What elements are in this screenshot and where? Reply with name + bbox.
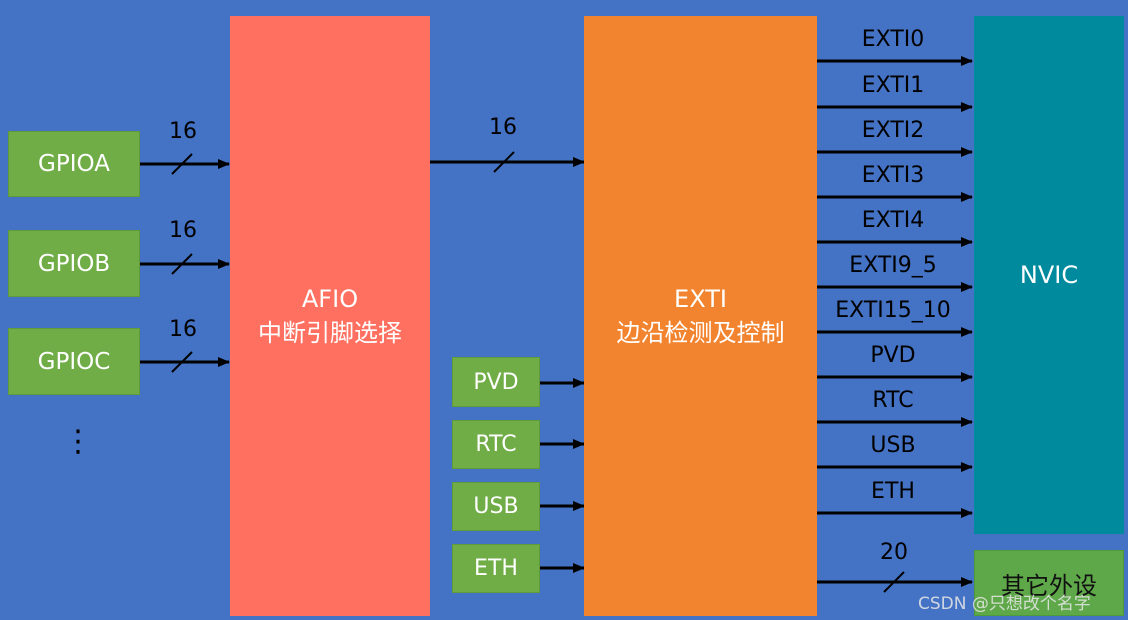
exti-block: EXTI 边沿检测及控制	[584, 16, 817, 616]
gpioa-bus-slash	[171, 153, 193, 175]
exti-output-label: EXTI4	[861, 208, 925, 233]
exti-title: EXTI	[674, 285, 727, 313]
exti-output-label: EXTI15_10	[835, 298, 951, 323]
gpio-ellipsis: ⋮	[63, 424, 93, 459]
gpioa-bus-width: 16	[169, 119, 197, 144]
nvic-block: NVIC	[974, 16, 1124, 534]
gpiob-bus-slash	[171, 253, 193, 275]
exti-subtitle: 边沿检测及控制	[616, 319, 785, 347]
pvd-input-label: PVD	[473, 369, 519, 395]
gpioc-block: GPIOC	[8, 328, 140, 395]
watermark: CSDN @只想改个名字	[918, 594, 1091, 614]
exti-output-label: EXTI2	[861, 118, 925, 143]
gpioa-block: GPIOA	[8, 131, 140, 197]
usb-input-block: USB	[452, 482, 540, 531]
gpioc-bus-width: 16	[169, 317, 197, 342]
usb-input-label: USB	[473, 494, 519, 519]
pvd-input-block: PVD	[452, 357, 540, 407]
rtc-input-block: RTC	[452, 420, 540, 469]
gpioc-bus-slash	[171, 351, 193, 373]
other-peripherals-label: 其它外设	[1001, 571, 1097, 600]
nvic-label: NVIC	[1019, 261, 1079, 289]
other-peripherals-slash	[883, 571, 905, 593]
exti-output-label: EXTI9_5	[849, 253, 937, 278]
gpioc-label: GPIOC	[37, 348, 111, 375]
afio-block: AFIO 中断引脚选择	[230, 16, 430, 616]
exti-output-label: USB	[870, 433, 916, 458]
eth-input-label: ETH	[474, 556, 518, 581]
gpiob-block: GPIOB	[8, 230, 140, 297]
gpiob-bus-width: 16	[169, 218, 197, 243]
exti-output-label: ETH	[871, 479, 915, 504]
exti-output-label: PVD	[870, 343, 916, 368]
gpioa-label: GPIOA	[38, 151, 110, 177]
exti-output-label: EXTI0	[861, 27, 925, 52]
gpiob-label: GPIOB	[37, 250, 111, 277]
afio-to-exti-slash	[493, 151, 515, 173]
exti-output-label: RTC	[872, 388, 914, 413]
eth-input-block: ETH	[452, 544, 540, 593]
afio-to-exti-width: 16	[489, 115, 517, 140]
rtc-input-label: RTC	[475, 432, 517, 457]
other-peripherals-bus-width: 20	[880, 540, 908, 565]
other-peripherals-block: 其它外设	[974, 550, 1124, 616]
afio-title: AFIO	[301, 285, 359, 313]
exti-output-label: EXTI1	[861, 73, 925, 98]
exti-output-label: EXTI3	[861, 163, 925, 188]
afio-subtitle: 中断引脚选择	[258, 319, 402, 347]
